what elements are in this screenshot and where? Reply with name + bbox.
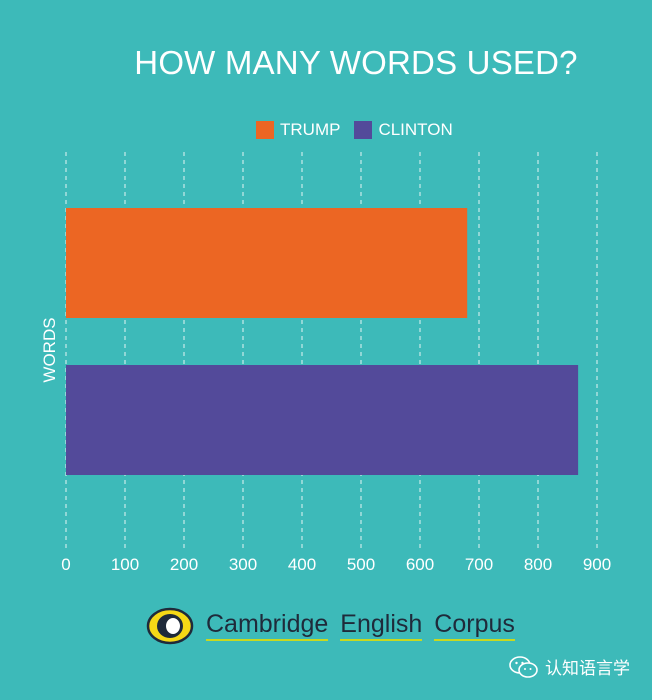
x-tick-label: 100 xyxy=(111,555,139,574)
watermark-text: 认知语言学 xyxy=(545,659,630,678)
brand-word: Cambridge xyxy=(206,611,329,642)
eye-logo-icon xyxy=(146,607,194,645)
chart-legend: TRUMP CLINTON xyxy=(256,120,467,140)
legend-label-trump: TRUMP xyxy=(280,120,341,139)
brand-name: Cambridge English Corpus xyxy=(206,611,527,642)
x-tick-label: 700 xyxy=(465,555,493,574)
legend-swatch-clinton xyxy=(354,121,373,139)
footer-brand: Cambridge English Corpus xyxy=(146,606,527,646)
wechat-icon xyxy=(509,655,538,678)
brand-word: Corpus xyxy=(434,611,515,642)
legend-item-trump: TRUMP xyxy=(256,120,340,140)
x-tick-label: 300 xyxy=(229,555,257,574)
x-tick-label: 600 xyxy=(406,555,434,574)
chart-title: HOW MANY WORDS USED? xyxy=(134,44,578,81)
watermark: 认知语言学 xyxy=(509,654,630,679)
x-tick-label: 200 xyxy=(170,555,198,574)
x-tick-label: 400 xyxy=(288,555,316,574)
bar-trump xyxy=(66,208,468,318)
x-tick-label: 500 xyxy=(347,555,375,574)
legend-item-clinton: CLINTON xyxy=(354,120,453,140)
brand-word: English xyxy=(340,611,423,642)
x-tick-label: 0 xyxy=(61,555,70,574)
x-tick-label: 800 xyxy=(524,555,552,574)
legend-swatch-trump xyxy=(256,121,274,139)
legend-label-clinton: CLINTON xyxy=(378,120,453,139)
bar-clinton xyxy=(66,365,579,475)
x-tick-label: 900 xyxy=(583,555,611,574)
bar-chart: 0 100 200 300 400 500 600 700 800 900 xyxy=(61,152,611,574)
